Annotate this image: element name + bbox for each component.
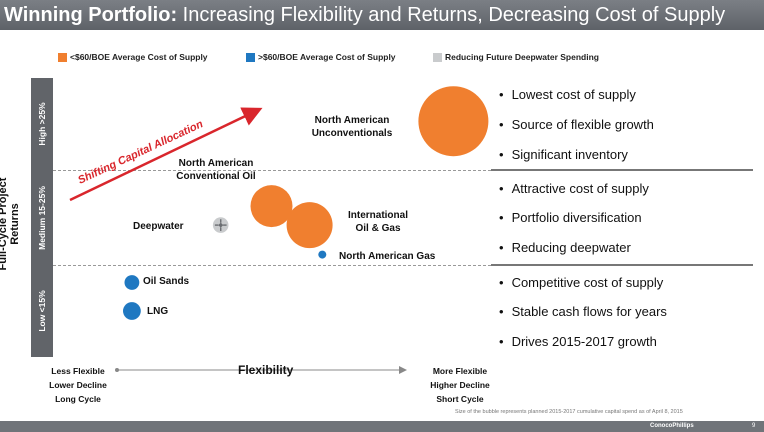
- bullet-high-2: Source of flexible growth: [499, 117, 654, 132]
- brand-logo: ConocoPhillips: [650, 423, 694, 429]
- title-rest: Increasing Flexibility and Returns, Decr…: [177, 4, 726, 26]
- bullet-medium-1: Attractive cost of supply: [499, 181, 649, 196]
- shrink-arrows-icon: [214, 219, 227, 231]
- bubble-label-lng: LNG: [147, 306, 169, 317]
- bullet-high-3: Significant inventory: [499, 147, 628, 162]
- band-divider-2: [53, 265, 491, 266]
- page-number: 9: [752, 423, 756, 429]
- x-axis-right-label: More Flexible Higher Decline Short Cycle: [415, 364, 505, 406]
- bubble-north-american-conventional-oil: [250, 185, 293, 228]
- bubble-label-na-conventional-oil-1: North American: [178, 158, 254, 169]
- bubble-group: [122, 86, 489, 320]
- x-axis-start-dot: [115, 368, 119, 372]
- bubble-oil-sands: [124, 275, 140, 290]
- x-left-line-1: Less Flexible: [51, 366, 105, 376]
- x-axis-left-label: Less Flexible Lower Decline Long Cycle: [38, 364, 118, 406]
- bubble-label-international: International Oil & Gas: [338, 209, 418, 235]
- band-tab-medium: Medium 15-25%: [31, 170, 53, 265]
- bubble-label-na-unconventionals-2: Unconventionals: [311, 128, 393, 139]
- x-axis-title: Flexibility: [238, 363, 294, 377]
- bubble-label-na-conventional-oil: North American Conventional Oil: [166, 157, 266, 183]
- bubble-label-na-unconventionals-1: North American: [314, 115, 390, 126]
- x-right-line-3: Short Cycle: [436, 394, 484, 404]
- bubble-label-na-gas: North American Gas: [339, 251, 436, 262]
- bubble-label-international-1: International: [347, 210, 408, 221]
- shrink-arrow-head: [220, 222, 224, 228]
- bullet-low-3: Drives 2015-2017 growth: [499, 334, 657, 349]
- bubble-label-oil-sands: Oil Sands: [143, 276, 190, 287]
- bullet-low-1: Competitive cost of supply: [499, 275, 664, 290]
- x-right-line-2: Higher Decline: [430, 380, 490, 390]
- legend-swatch-gray: [433, 52, 442, 62]
- page-title: Winning Portfolio: Increasing Flexibilit…: [0, 0, 764, 30]
- shift-arrow: [69, 107, 263, 202]
- x-left-line-2: Lower Decline: [49, 380, 107, 390]
- bullet-low-2: Stable cash flows for years: [499, 304, 667, 319]
- bubble-north-american-gas: [318, 250, 327, 259]
- bubble-label-international-2: Oil & Gas: [355, 223, 401, 234]
- legend-item-orange: <$60/BOE Average Cost of Supply: [58, 52, 208, 62]
- legend-swatch-orange: [58, 52, 67, 62]
- bubble-label-na-conventional-oil-2: Conventional Oil: [176, 171, 256, 182]
- legend-item-gray: Reducing Future Deepwater Spending: [433, 52, 599, 62]
- band-tab-high: High >25%: [31, 78, 53, 170]
- bullet-medium-2: Portfolio diversification: [499, 210, 642, 225]
- bullet-divider-2: [491, 264, 753, 266]
- title-bold: Winning Portfolio:: [4, 4, 178, 26]
- legend-label-orange: <$60/BOE Average Cost of Supply: [70, 52, 208, 62]
- legend-swatch-blue: [246, 52, 255, 62]
- bullet-divider-1: [491, 169, 753, 171]
- x-right-line-1: More Flexible: [432, 366, 488, 376]
- bubble-label-deepwater: Deepwater: [133, 221, 184, 232]
- band-tab-low: Low <15%: [31, 265, 53, 357]
- bubble-north-american-unconventionals: [418, 86, 489, 157]
- bullet-medium-3: Reducing deepwater: [499, 240, 631, 255]
- bullet-high-1: Lowest cost of supply: [499, 87, 636, 102]
- legend-label-blue: >$60/BOE Average Cost of Supply: [258, 52, 396, 62]
- footnote: Size of the bubble represents planned 20…: [455, 409, 683, 415]
- legend: <$60/BOE Average Cost of Supply >$60/BOE…: [0, 52, 764, 66]
- bubble-international-oil-gas: [286, 202, 333, 249]
- bubble-lng: [122, 302, 141, 320]
- x-left-line-3: Long Cycle: [55, 394, 101, 404]
- legend-label-gray: Reducing Future Deepwater Spending: [445, 52, 599, 62]
- legend-item-blue: >$60/BOE Average Cost of Supply: [246, 52, 396, 62]
- bottom-bar: [0, 421, 764, 432]
- shrink-arrow-head: [218, 222, 221, 228]
- bubble-label-na-unconventionals: North American Unconventionals: [304, 114, 400, 140]
- title-bar: Winning Portfolio: Increasing Flexibilit…: [0, 0, 764, 30]
- band-divider-1: [53, 170, 491, 171]
